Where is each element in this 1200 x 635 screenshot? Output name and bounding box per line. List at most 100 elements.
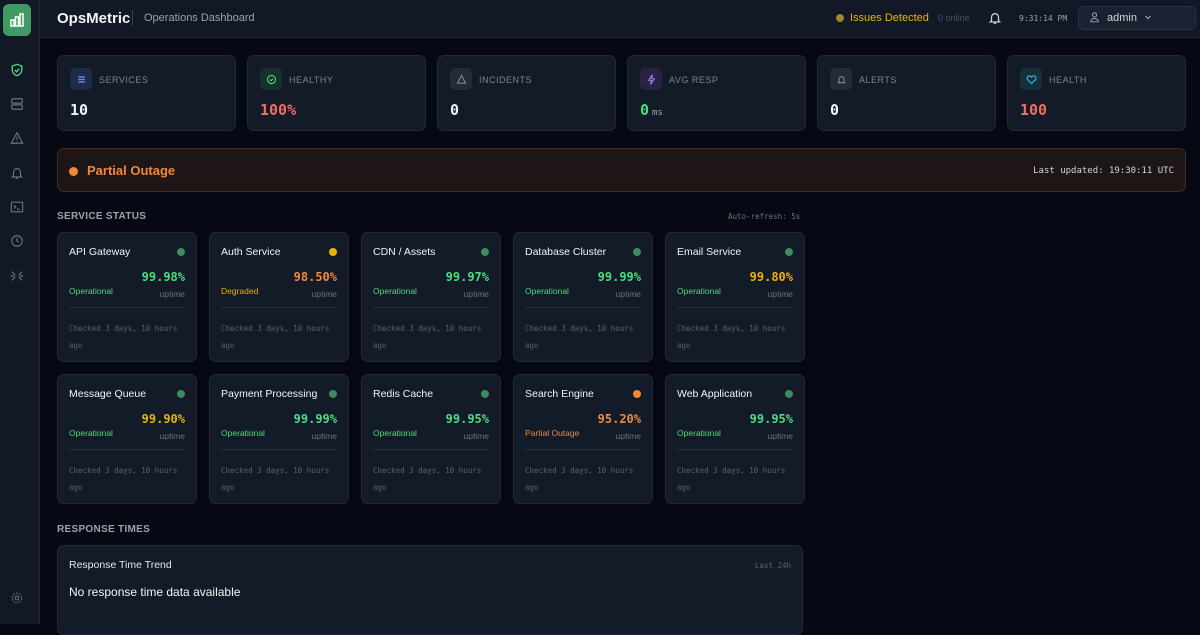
uptime-label: uptime <box>311 289 337 299</box>
status-dot <box>481 390 489 398</box>
status-dot <box>481 248 489 256</box>
uptime-label: uptime <box>463 289 489 299</box>
last-checked: Checked 3 days, 10 hours ago <box>677 466 786 492</box>
service-name: Email Service <box>677 246 742 258</box>
last-checked: Checked 3 days, 10 hours ago <box>373 324 482 350</box>
divider <box>221 449 337 450</box>
section-title-service-status: SERVICE STATUS <box>57 211 147 222</box>
service-name: Message Queue <box>69 388 147 400</box>
notifications-bell-icon[interactable] <box>988 11 1002 30</box>
status-dot <box>633 390 641 398</box>
service-name: API Gateway <box>69 246 131 258</box>
bell-icon[interactable] <box>8 164 26 182</box>
bell-icon <box>830 68 852 90</box>
service-name: Payment Processing <box>221 388 318 400</box>
check-circle-icon <box>260 68 282 90</box>
last-checked: Checked 3 days, 10 hours ago <box>221 324 330 350</box>
stat-value: 0 <box>450 101 460 119</box>
brand-name: OpsMetric <box>57 10 131 27</box>
uptime-label: uptime <box>159 289 185 299</box>
status-dot <box>329 390 337 398</box>
clock-icon[interactable] <box>8 232 26 250</box>
service-card[interactable]: Redis Cache 99.95% Operational uptime Ch… <box>361 374 501 504</box>
last-checked: Checked 3 days, 10 hours ago <box>525 466 634 492</box>
auto-refresh-label: Auto-refresh: 5s <box>728 212 801 221</box>
service-name: CDN / Assets <box>373 246 436 258</box>
stat-value: 0 <box>830 101 840 119</box>
service-name: Web Application <box>677 388 753 400</box>
uptime-label: uptime <box>615 431 641 441</box>
empty-state-message: No response time data available <box>69 585 241 599</box>
stat-label: HEALTHY <box>289 75 334 85</box>
service-status: Degraded <box>221 286 259 296</box>
user-icon <box>1089 11 1100 26</box>
divider <box>69 307 185 308</box>
status-text: Issues Detected <box>850 12 929 24</box>
last-checked: Checked 3 days, 10 hours ago <box>525 324 634 350</box>
divider <box>373 307 489 308</box>
service-card[interactable]: Web Application 99.95% Operational uptim… <box>665 374 805 504</box>
service-card[interactable]: Database Cluster 99.99% Operational upti… <box>513 232 653 362</box>
last-checked: Checked 3 days, 10 hours ago <box>69 466 178 492</box>
uptime-value: 99.97% <box>445 270 489 284</box>
uptime-value: 99.99% <box>597 270 641 284</box>
service-card[interactable]: Auth Service 98.50% Degraded uptime Chec… <box>209 232 349 362</box>
alert-triangle-icon[interactable] <box>8 129 26 147</box>
settings-icon[interactable] <box>8 589 26 607</box>
service-status: Operational <box>221 428 265 438</box>
uptime-label: uptime <box>159 431 185 441</box>
uptime-value: 99.95% <box>749 412 793 426</box>
stat-label: HEALTH <box>1049 75 1087 85</box>
chevron-down-icon <box>1144 12 1152 24</box>
service-status: Operational <box>373 286 417 296</box>
top-header: OpsMetric Operations Dashboard <box>40 0 1200 38</box>
last-updated: Last updated: 19:30:11 UTC <box>1033 166 1174 176</box>
stat-value: 10 <box>70 101 89 119</box>
uptime-label: uptime <box>615 289 641 299</box>
service-status: Operational <box>525 286 569 296</box>
stat-label: INCIDENTS <box>479 75 533 85</box>
stat-card-avg-resp: AVG RESP 0 ms <box>627 55 806 131</box>
uptime-label: uptime <box>767 289 793 299</box>
list-icon <box>70 68 92 90</box>
service-card[interactable]: CDN / Assets 99.97% Operational uptime C… <box>361 232 501 362</box>
stat-card-alerts: ALERTS 0 <box>817 55 996 131</box>
divider <box>525 307 641 308</box>
online-count: 0 online <box>938 13 970 23</box>
section-title-response-times: RESPONSE TIMES <box>57 524 151 535</box>
terminal-icon[interactable] <box>8 198 26 216</box>
logo-icon[interactable] <box>3 4 31 36</box>
stat-card-health: HEALTH 100 <box>1007 55 1186 131</box>
sidebar <box>0 0 40 624</box>
service-card[interactable]: Email Service 99.80% Operational uptime … <box>665 232 805 362</box>
stat-card-healthy: HEALTHY 100% <box>247 55 426 131</box>
uptime-value: 99.95% <box>445 412 489 426</box>
service-card[interactable]: Search Engine 95.20% Partial Outage upti… <box>513 374 653 504</box>
stat-label: SERVICES <box>99 75 149 85</box>
time-range-label: Last 24h <box>754 561 791 570</box>
uptime-value: 99.99% <box>293 412 337 426</box>
service-status: Operational <box>677 428 721 438</box>
uptime-value: 99.98% <box>141 270 185 284</box>
service-status: Operational <box>373 428 417 438</box>
status-dot <box>177 390 185 398</box>
last-checked: Checked 3 days, 10 hours ago <box>221 466 330 492</box>
page-subtitle: Operations Dashboard <box>144 12 255 24</box>
alert-triangle-icon <box>450 68 472 90</box>
panel-title: Response Time Trend <box>69 559 172 571</box>
last-checked: Checked 3 days, 10 hours ago <box>373 466 482 492</box>
stat-label: AVG RESP <box>669 75 719 85</box>
service-card[interactable]: Message Queue 99.90% Operational uptime … <box>57 374 197 504</box>
service-status: Operational <box>677 286 721 296</box>
shield-check-icon[interactable] <box>8 61 26 79</box>
server-icon[interactable] <box>8 95 26 113</box>
user-menu-button[interactable]: admin <box>1078 6 1196 30</box>
service-card[interactable]: Payment Processing 99.99% Operational up… <box>209 374 349 504</box>
banner-status-dot <box>69 167 78 176</box>
uptime-value: 98.50% <box>293 270 337 284</box>
stat-value: 0 ms <box>640 101 663 119</box>
status-dot <box>633 248 641 256</box>
uptime-label: uptime <box>767 431 793 441</box>
activity-icon[interactable] <box>8 267 26 285</box>
service-card[interactable]: API Gateway 99.98% Operational uptime Ch… <box>57 232 197 362</box>
